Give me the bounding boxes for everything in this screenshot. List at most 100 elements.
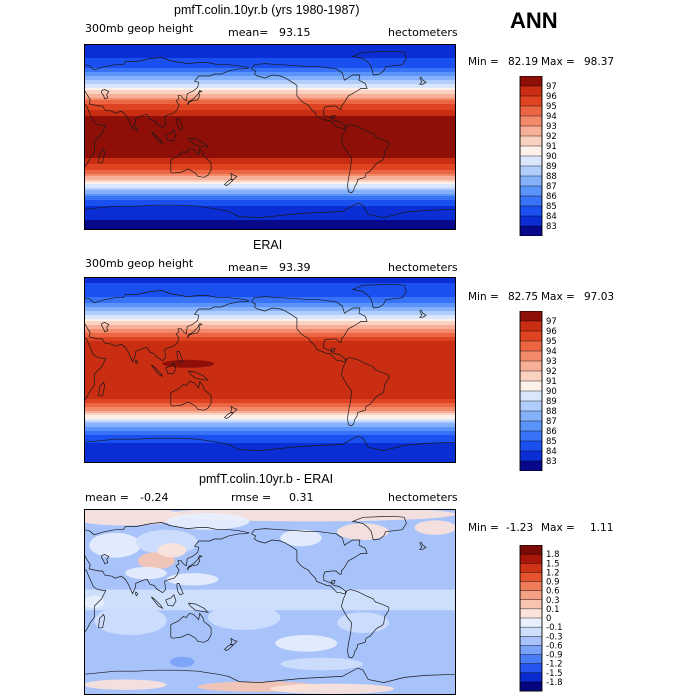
contour-band xyxy=(84,104,456,107)
coastline-new-zealand xyxy=(230,405,238,413)
coastline-north-america xyxy=(251,63,368,130)
colorbar-tick-label: -0.3 xyxy=(546,632,563,642)
colorbar-box xyxy=(519,225,543,236)
coastline-new-guinea xyxy=(188,602,210,613)
contour-band xyxy=(84,299,456,302)
contour-band xyxy=(84,190,456,193)
contour-band xyxy=(84,72,456,75)
colorbar-tick-label: 89 xyxy=(546,397,557,407)
contour-band xyxy=(84,206,456,209)
contour-band xyxy=(84,78,456,81)
colorbar-tick-label: -0.1 xyxy=(546,623,563,633)
colorbar-tick-label: 88 xyxy=(546,407,557,417)
map-frame xyxy=(84,509,456,695)
contour-band xyxy=(84,459,456,462)
coastline-greenland xyxy=(351,50,407,76)
colorbar-box xyxy=(519,636,543,646)
panel2-mean-label: mean= xyxy=(228,261,269,274)
contour-band xyxy=(84,379,456,382)
colorbar-box xyxy=(519,350,543,362)
coastline-new-guinea xyxy=(188,370,210,381)
coastline-antarctica xyxy=(84,667,456,683)
contour-band xyxy=(84,164,456,167)
contour-band xyxy=(84,397,456,400)
contour-band xyxy=(84,399,456,402)
contour-band xyxy=(84,88,456,91)
coastline-madagascar xyxy=(98,148,106,164)
contour-band xyxy=(84,343,456,346)
contour-band xyxy=(84,132,456,135)
colorbar-box xyxy=(519,400,543,412)
coastline-philippines xyxy=(176,118,184,131)
contour-band xyxy=(84,136,456,139)
contour-band xyxy=(84,60,456,63)
coastline-sumatra xyxy=(150,131,164,145)
colorbar-box xyxy=(519,135,543,147)
coastline-sumatra xyxy=(150,596,164,610)
colorbar-box xyxy=(519,380,543,392)
colorbar-box xyxy=(519,572,543,583)
coastline-australia xyxy=(170,147,212,178)
colorbar-box xyxy=(519,654,543,665)
colorbar-box xyxy=(519,340,543,352)
contour-patch xyxy=(125,566,167,580)
contour-band xyxy=(84,224,456,227)
coastline-eurasia xyxy=(84,57,250,130)
contour-patch xyxy=(166,513,250,530)
contour-band xyxy=(84,188,456,191)
colorbar-box xyxy=(519,205,543,217)
coastline-japan xyxy=(186,90,203,106)
contour-band xyxy=(84,293,456,296)
contour-band xyxy=(84,325,456,328)
contour-band xyxy=(84,281,456,284)
panel3-min-label: Min = xyxy=(468,522,499,534)
colorbar-tick-label: 90 xyxy=(546,387,557,397)
colorbar-box xyxy=(519,85,543,97)
panel3-rmse-label: rmse = xyxy=(231,491,272,504)
contour-band xyxy=(84,186,456,189)
contour-band xyxy=(84,80,456,83)
colorbar-tick-label: -1.2 xyxy=(546,660,563,670)
map-frame xyxy=(84,44,456,230)
colorbar-box xyxy=(519,450,543,462)
contour-band xyxy=(84,58,456,61)
contour-band xyxy=(84,108,456,111)
contour-band xyxy=(84,317,456,320)
colorbar-tick-label: -0.6 xyxy=(546,641,563,651)
colorbar-tick-label: 92 xyxy=(546,367,557,377)
contour-band xyxy=(84,120,456,123)
contour-band xyxy=(84,226,456,229)
contour-band xyxy=(84,363,456,366)
contour-band xyxy=(84,220,456,223)
contour-band xyxy=(84,174,456,177)
colorbar-frame xyxy=(519,311,543,471)
coastline-new-zealand-south xyxy=(223,412,234,420)
coastline-caspian-sea xyxy=(101,554,110,565)
colorbar-box xyxy=(519,76,543,87)
colorbar-box xyxy=(519,185,543,197)
contour-band xyxy=(84,357,456,360)
contour-band xyxy=(84,160,456,163)
panel3-units: hectometers xyxy=(388,491,458,504)
colorbar-box xyxy=(519,553,543,564)
contour-band xyxy=(84,305,456,308)
contour-band xyxy=(84,142,456,145)
contour-patch xyxy=(280,657,363,671)
contour-band xyxy=(84,140,456,143)
colorbar-tick-label: 96 xyxy=(546,327,557,337)
colorbar-tick-label: 84 xyxy=(546,212,557,222)
contour-band xyxy=(84,405,456,408)
contour-band xyxy=(84,76,456,79)
contour-band xyxy=(84,166,456,169)
contour-band xyxy=(84,287,456,290)
contour-band xyxy=(84,389,456,392)
contour-band xyxy=(84,82,456,85)
contour-band xyxy=(84,423,456,426)
colorbar-box xyxy=(519,545,543,555)
contour-band xyxy=(84,381,456,384)
contour-band xyxy=(84,92,456,95)
colorbar-tick-label: 89 xyxy=(546,162,557,172)
contour-band xyxy=(84,385,456,388)
panel1-min-label: Min = xyxy=(468,56,499,68)
coastline-sri-lanka xyxy=(135,591,139,597)
